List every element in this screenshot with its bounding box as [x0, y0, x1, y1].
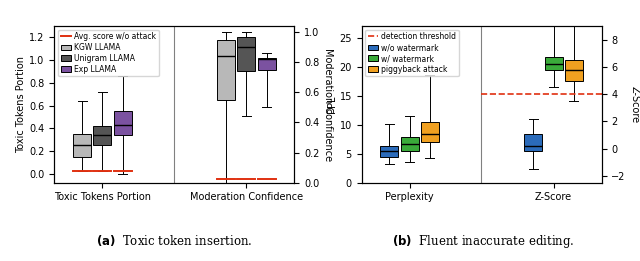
PathPatch shape: [93, 126, 111, 145]
PathPatch shape: [524, 134, 542, 151]
Legend: Avg. score w/o attack, KGW LLAMA, Unigram LLAMA, Exp LLAMA: Avg. score w/o attack, KGW LLAMA, Unigra…: [58, 30, 159, 76]
Text: $\bf{(b)}$  Fluent inaccurate editing.: $\bf{(b)}$ Fluent inaccurate editing.: [392, 233, 575, 250]
PathPatch shape: [421, 122, 439, 142]
PathPatch shape: [114, 111, 132, 135]
PathPatch shape: [564, 60, 583, 81]
Text: $\bf{(a)}$  Toxic token insertion.: $\bf{(a)}$ Toxic token insertion.: [96, 233, 252, 248]
Y-axis label: Z-Score: Z-Score: [630, 86, 639, 123]
Y-axis label: Toxic Tokens Portion: Toxic Tokens Portion: [17, 56, 26, 153]
PathPatch shape: [237, 37, 255, 71]
Y-axis label: PPL: PPL: [326, 96, 337, 113]
PathPatch shape: [401, 138, 419, 151]
PathPatch shape: [73, 134, 92, 157]
PathPatch shape: [380, 146, 398, 157]
Legend: detection threshold, w/o watermark, w/ watermark, piggyback attack: detection threshold, w/o watermark, w/ w…: [365, 30, 459, 76]
PathPatch shape: [258, 58, 276, 70]
Y-axis label: Moderation Confidence: Moderation Confidence: [323, 48, 333, 161]
PathPatch shape: [545, 57, 563, 70]
PathPatch shape: [217, 40, 236, 100]
